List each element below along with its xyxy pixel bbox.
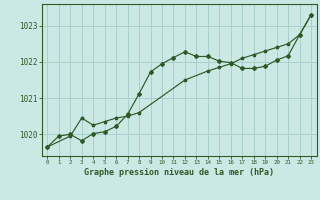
X-axis label: Graphe pression niveau de la mer (hPa): Graphe pression niveau de la mer (hPa) [84, 168, 274, 177]
